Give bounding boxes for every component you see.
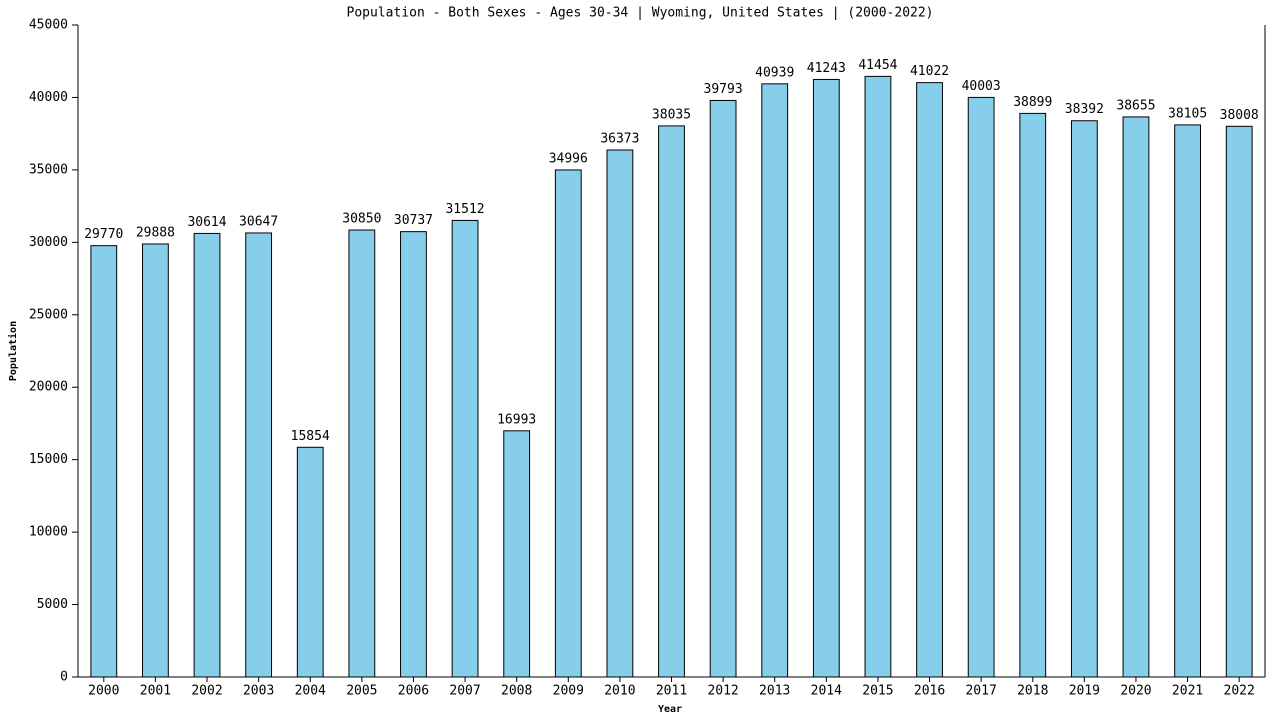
x-tick-label: 2017 bbox=[965, 684, 996, 699]
data-label: 38105 bbox=[1168, 106, 1207, 121]
bar bbox=[554, 169, 582, 678]
y-tick-label: 40000 bbox=[29, 90, 68, 105]
bar bbox=[606, 149, 634, 678]
bar bbox=[193, 232, 221, 678]
x-tick-label: 2011 bbox=[656, 684, 687, 699]
data-label: 34996 bbox=[549, 151, 588, 166]
bar bbox=[1174, 124, 1201, 678]
bar bbox=[400, 231, 427, 678]
x-tick-label: 2012 bbox=[707, 684, 738, 699]
data-label: 29770 bbox=[84, 227, 123, 242]
x-tick-label: 2002 bbox=[191, 684, 222, 699]
x-tick-label: 2019 bbox=[1069, 684, 1100, 699]
y-axis-label: Population bbox=[7, 321, 19, 381]
bar bbox=[1070, 120, 1098, 678]
y-tick-label: 5000 bbox=[37, 597, 68, 612]
bar bbox=[1019, 112, 1047, 678]
x-tick-label: 2010 bbox=[604, 684, 635, 699]
data-label: 30737 bbox=[394, 213, 433, 228]
x-tick-label: 2004 bbox=[295, 684, 326, 699]
bar bbox=[90, 245, 118, 678]
x-tick-label: 2013 bbox=[759, 684, 790, 699]
x-tick-label: 2022 bbox=[1224, 684, 1255, 699]
data-label: 40939 bbox=[755, 65, 794, 80]
data-label: 38008 bbox=[1220, 108, 1259, 123]
x-tick-label: 2000 bbox=[88, 684, 119, 699]
data-label: 41243 bbox=[807, 61, 846, 76]
data-label: 31512 bbox=[445, 202, 484, 217]
x-tick-label: 2001 bbox=[140, 684, 171, 699]
y-tick-label: 35000 bbox=[29, 162, 68, 177]
data-label: 38035 bbox=[652, 107, 691, 122]
data-label: 39793 bbox=[704, 82, 743, 97]
data-label: 38655 bbox=[1116, 98, 1155, 113]
data-label: 41022 bbox=[910, 64, 949, 79]
y-tick-label: 30000 bbox=[29, 235, 68, 250]
x-tick-label: 2021 bbox=[1172, 684, 1203, 699]
bar bbox=[1225, 125, 1253, 678]
data-label: 38899 bbox=[1013, 95, 1052, 110]
bar bbox=[142, 243, 169, 678]
y-tick-label: 25000 bbox=[29, 307, 68, 322]
x-tick-label: 2015 bbox=[862, 684, 893, 699]
data-label: 29888 bbox=[136, 225, 175, 240]
y-tick-label: 20000 bbox=[29, 380, 68, 395]
data-label: 30614 bbox=[187, 215, 226, 230]
x-tick-label: 2008 bbox=[501, 684, 532, 699]
y-tick-label: 10000 bbox=[29, 525, 68, 540]
bar bbox=[658, 125, 685, 678]
data-label: 40003 bbox=[962, 79, 1001, 94]
bar bbox=[245, 232, 273, 678]
bar bbox=[916, 82, 943, 678]
data-label: 15854 bbox=[291, 429, 330, 444]
bar bbox=[967, 96, 995, 678]
data-label: 16993 bbox=[497, 412, 536, 427]
x-tick-label: 2007 bbox=[449, 684, 480, 699]
x-tick-label: 2014 bbox=[811, 684, 842, 699]
x-axis-label: Year bbox=[658, 704, 682, 715]
bar bbox=[761, 83, 789, 678]
y-tick-label: 0 bbox=[60, 670, 68, 685]
data-label: 30850 bbox=[342, 212, 381, 227]
bar bbox=[812, 78, 840, 678]
bar bbox=[1122, 116, 1150, 678]
bar bbox=[709, 99, 737, 678]
bar bbox=[451, 219, 479, 678]
x-tick-label: 2009 bbox=[553, 684, 584, 699]
x-tick-label: 2020 bbox=[1120, 684, 1151, 699]
data-label: 41454 bbox=[858, 58, 897, 73]
y-tick-label: 45000 bbox=[29, 18, 68, 33]
bar bbox=[348, 229, 376, 678]
bar bbox=[296, 446, 324, 678]
x-tick-label: 2016 bbox=[914, 684, 945, 699]
y-tick-label: 15000 bbox=[29, 452, 68, 467]
data-label: 36373 bbox=[600, 131, 639, 146]
data-label: 30647 bbox=[239, 214, 278, 229]
x-tick-label: 2018 bbox=[1017, 684, 1048, 699]
bar bbox=[503, 430, 531, 678]
chart-title: Population - Both Sexes - Ages 30-34 | W… bbox=[347, 6, 934, 21]
bar bbox=[864, 75, 892, 678]
x-tick-label: 2006 bbox=[398, 684, 429, 699]
data-label: 38392 bbox=[1065, 102, 1104, 117]
x-tick-label: 2003 bbox=[243, 684, 274, 699]
x-tick-label: 2005 bbox=[346, 684, 377, 699]
